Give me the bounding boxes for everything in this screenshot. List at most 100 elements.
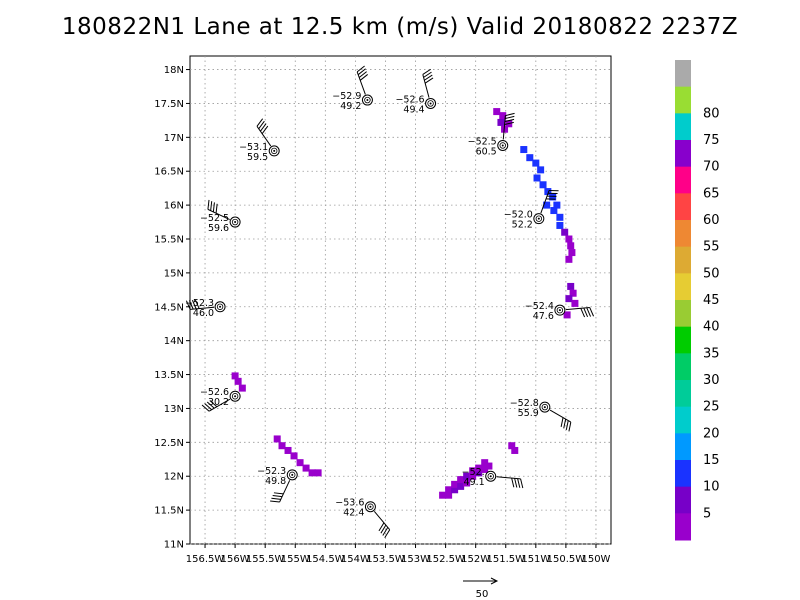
- obs-barb-shaft: [190, 306, 215, 310]
- obs-barb-shaft: [356, 71, 366, 95]
- colorbar-swatch: [675, 166, 691, 194]
- wind-pixel: [567, 242, 575, 250]
- y-tick-label: 13.5N: [154, 370, 184, 381]
- wind-pixel: [532, 159, 540, 167]
- y-tick-label: 16.5N: [154, 167, 184, 178]
- scale-arrow-label: 50: [476, 589, 489, 600]
- wind-pixel: [556, 213, 564, 221]
- colorbar-swatch: [675, 300, 691, 328]
- obs-speed-label: 55.9: [518, 408, 539, 419]
- colorbar-swatch: [675, 86, 691, 114]
- obs-barb-shaft: [549, 409, 572, 423]
- wind-pixel: [475, 464, 483, 472]
- obs-barb-feather: [583, 307, 589, 317]
- obs-temp-label: −52.3: [185, 298, 214, 309]
- wind-pixel: [556, 221, 564, 229]
- y-tick-label: 17.5N: [154, 99, 184, 110]
- wind-pixel: [553, 201, 561, 209]
- wind-pixel: [567, 282, 575, 290]
- obs-marker-inner: [367, 503, 374, 510]
- obs-marker-dot: [369, 505, 372, 508]
- obs-temp-label: −53.1: [239, 142, 268, 153]
- wind-pixel: [469, 472, 477, 480]
- obs-temp-label: −52.8: [510, 398, 539, 409]
- x-axis-ticks: 156.5W156W155.5W155W154.5W154W153.5W153W…: [186, 544, 611, 565]
- obs-barb-feather: [273, 492, 284, 495]
- obs-barb-feather: [514, 478, 518, 488]
- colorbar: 5 10 15 20 25 30 35 40 45 50 55 60 65 70 75 80: [675, 60, 720, 541]
- colorbar-label: 10: [703, 480, 720, 495]
- x-tick-label: 154.5W: [306, 554, 345, 565]
- obs-speed-label: 59.6: [208, 223, 229, 234]
- obs-temp-label: −52.6: [395, 94, 424, 105]
- y-tick-label: 17N: [164, 133, 184, 144]
- obs-marker-dot: [234, 395, 237, 398]
- obs-marker-dot: [489, 475, 492, 478]
- colorbar-label: 80: [703, 106, 720, 121]
- obs-barb-feather: [258, 120, 265, 130]
- obs-barb-feather: [589, 307, 594, 317]
- wind-pixel: [550, 207, 558, 215]
- obs-temp-label: −52.6: [200, 387, 229, 398]
- obs-speed-label: 60.5: [476, 146, 497, 157]
- obs-barb-feather: [260, 123, 267, 132]
- obs-barb-shaft: [540, 190, 550, 214]
- colorbar-swatch: [675, 460, 691, 488]
- obs-marker-inner: [499, 142, 506, 149]
- obs-barb-feather: [424, 74, 433, 81]
- obs-marker-inner: [271, 147, 278, 155]
- wind-pixel: [565, 295, 573, 303]
- colorbar-swatch: [675, 513, 691, 541]
- obs-barb-shaft: [496, 476, 521, 480]
- colorbar-label: 65: [703, 186, 720, 201]
- wind-pixel: [569, 289, 577, 297]
- wind-pixel: [481, 465, 489, 473]
- colorbar-swatch: [675, 273, 691, 301]
- obs-barb-feather: [272, 495, 283, 498]
- x-tick-label: 154W: [341, 554, 370, 565]
- wind-pixel: [308, 469, 316, 477]
- x-tick-label: 150.5W: [547, 554, 586, 565]
- obs-barb-feather: [359, 74, 368, 81]
- x-tick-label: 152.5W: [426, 554, 465, 565]
- x-tick-label: 151.5W: [486, 554, 525, 565]
- wind-pixel: [238, 384, 246, 392]
- colorbar-swatch: [675, 353, 691, 381]
- obs-temp-label: −52.5: [468, 136, 497, 147]
- colorbar-label: 15: [703, 453, 720, 468]
- obs-barb-feather: [185, 300, 191, 310]
- obs-barb-shaft: [256, 126, 272, 147]
- colorbar-swatch: [675, 326, 691, 354]
- scale-arrow: 50: [463, 577, 499, 600]
- obs-barb-feather: [270, 500, 280, 503]
- wind-pixel: [469, 467, 477, 475]
- obs-marker-dot: [234, 221, 237, 224]
- wind-pixel: [563, 311, 571, 319]
- obs-temp-label: −52.5: [200, 213, 229, 224]
- colorbar-swatch: [675, 380, 691, 408]
- colorbar-label: 50: [703, 266, 720, 281]
- x-tick-label: 153W: [401, 554, 430, 565]
- colorbar-swatch: [675, 60, 691, 88]
- obs-barb-feather: [424, 77, 434, 84]
- wind-pixel: [457, 476, 465, 484]
- obs-barb-feather: [271, 497, 281, 500]
- chart-title: 180822N1 Lane at 12.5 km (m/s) Valid 201…: [61, 14, 739, 40]
- gridlines: [190, 56, 611, 545]
- obs-barb-feather: [565, 420, 569, 430]
- obs-barb-feather: [504, 115, 515, 120]
- obs-barb-feather: [380, 524, 387, 534]
- colorbar-label: 20: [703, 426, 720, 441]
- obs-barb-feather: [201, 404, 210, 412]
- obs-temp-label: −52.4: [525, 301, 554, 312]
- wind-pixel: [463, 472, 471, 480]
- wind-pixel: [234, 377, 242, 385]
- colorbar-label: 45: [703, 293, 720, 308]
- wind-pixel: [533, 174, 541, 182]
- obs-barb-feather: [357, 68, 366, 76]
- obs-marker-inner: [364, 96, 371, 104]
- obs-speed-label: 49.2: [340, 101, 361, 112]
- obs-speed-label: 30.2: [208, 397, 229, 408]
- y-axis-ticks: 11N 11.5N 12N 12.5N 13N 13.5N 14N 14.5N 15N 15.5N…: [154, 65, 190, 551]
